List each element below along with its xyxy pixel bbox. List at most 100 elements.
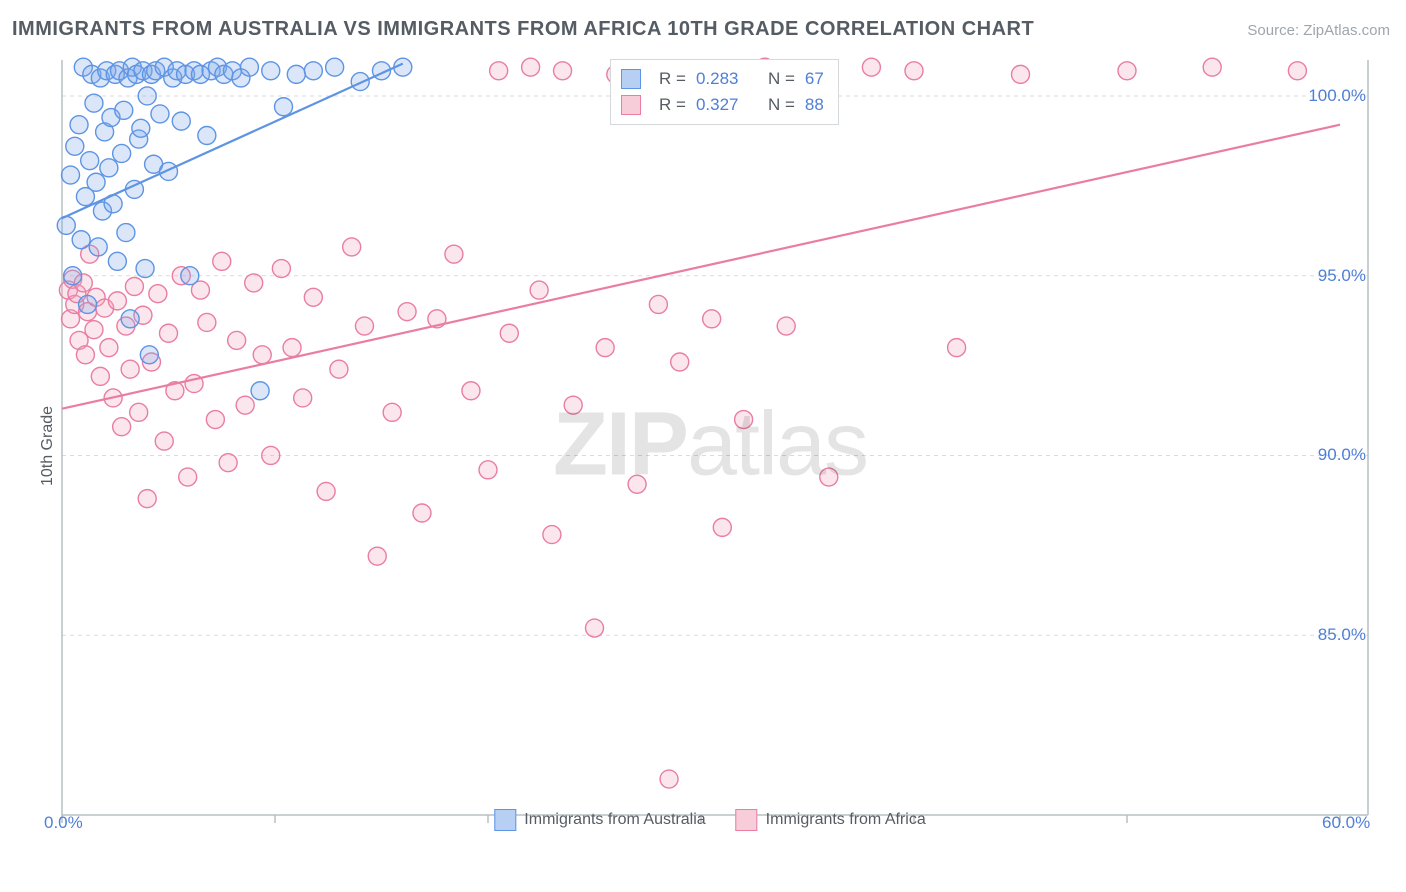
data-point xyxy=(213,252,231,270)
data-point xyxy=(304,288,322,306)
data-point xyxy=(1118,62,1136,80)
swatch-icon xyxy=(621,69,641,89)
source-attribution: Source: ZipAtlas.com xyxy=(1247,22,1390,39)
chart-title: IMMIGRANTS FROM AUSTRALIA VS IMMIGRANTS … xyxy=(12,18,1034,41)
data-point xyxy=(85,94,103,112)
data-point xyxy=(136,260,154,278)
data-point xyxy=(219,454,237,472)
stats-n-label: N = xyxy=(768,69,795,89)
data-point xyxy=(108,252,126,270)
data-point xyxy=(179,468,197,486)
stats-r-label: R = xyxy=(659,95,686,115)
data-point xyxy=(130,403,148,421)
data-point xyxy=(596,339,614,357)
stats-r-label: R = xyxy=(659,69,686,89)
data-point xyxy=(117,224,135,242)
data-point xyxy=(172,112,190,130)
data-point xyxy=(115,101,133,119)
trendline-australia xyxy=(62,64,403,219)
data-point xyxy=(89,238,107,256)
data-point xyxy=(140,346,158,364)
data-point xyxy=(564,396,582,414)
data-point xyxy=(490,62,508,80)
source-label: Source: xyxy=(1247,22,1299,39)
swatch-icon xyxy=(621,95,641,115)
legend-label: Immigrants from Africa xyxy=(766,811,926,828)
data-point xyxy=(351,73,369,91)
data-point xyxy=(304,62,322,80)
data-point xyxy=(198,313,216,331)
y-tick-label: 95.0% xyxy=(1318,266,1366,286)
data-point xyxy=(735,411,753,429)
data-point xyxy=(330,360,348,378)
data-point xyxy=(862,58,880,76)
data-point xyxy=(777,317,795,335)
data-point xyxy=(820,468,838,486)
data-point xyxy=(1012,65,1030,83)
data-point xyxy=(275,98,293,116)
data-point xyxy=(554,62,572,80)
data-point xyxy=(272,260,290,278)
stats-n-label: N = xyxy=(768,95,795,115)
legend-label: Immigrants from Australia xyxy=(524,811,705,828)
x-tick-label: 0.0% xyxy=(44,813,83,833)
series-africa xyxy=(59,58,1306,788)
data-point xyxy=(91,367,109,385)
data-point xyxy=(72,231,90,249)
data-point xyxy=(76,346,94,364)
data-point xyxy=(343,238,361,256)
legend-item-australia: Immigrants from Australia xyxy=(494,809,705,831)
data-point xyxy=(138,490,156,508)
legend-item-africa: Immigrants from Africa xyxy=(736,809,926,831)
data-point xyxy=(398,303,416,321)
data-point xyxy=(1203,58,1221,76)
data-point xyxy=(462,382,480,400)
data-point xyxy=(368,547,386,565)
stats-legend-box: R = 0.283 N = 67R = 0.327 N = 88 xyxy=(610,59,839,125)
data-point xyxy=(287,65,305,83)
data-point xyxy=(649,295,667,313)
data-point xyxy=(628,475,646,493)
chart-container: IMMIGRANTS FROM AUSTRALIA VS IMMIGRANTS … xyxy=(0,0,1406,892)
data-point xyxy=(66,137,84,155)
data-point xyxy=(413,504,431,522)
data-point xyxy=(206,411,224,429)
data-point xyxy=(100,339,118,357)
data-point xyxy=(660,770,678,788)
data-point xyxy=(326,58,344,76)
source-link[interactable]: ZipAtlas.com xyxy=(1303,22,1390,39)
data-point xyxy=(85,321,103,339)
y-tick-label: 90.0% xyxy=(1318,445,1366,465)
data-point xyxy=(543,526,561,544)
data-point xyxy=(198,127,216,145)
stats-n-value: 88 xyxy=(805,95,824,115)
data-point xyxy=(100,159,118,177)
data-point xyxy=(138,87,156,105)
data-point xyxy=(713,518,731,536)
stats-n-value: 67 xyxy=(805,69,824,89)
data-point xyxy=(113,418,131,436)
data-point xyxy=(294,389,312,407)
data-point xyxy=(586,619,604,637)
data-point xyxy=(317,482,335,500)
data-point xyxy=(245,274,263,292)
data-point xyxy=(383,403,401,421)
data-point xyxy=(132,119,150,137)
data-point xyxy=(479,461,497,479)
data-point xyxy=(64,267,82,285)
plot-svg xyxy=(50,55,1370,835)
data-point xyxy=(79,295,97,313)
data-point xyxy=(253,346,271,364)
data-point xyxy=(228,331,246,349)
plot-area: ZIPatlas R = 0.283 N = 67R = 0.327 N = 8… xyxy=(50,55,1370,835)
data-point xyxy=(113,144,131,162)
data-point xyxy=(87,173,105,191)
data-point xyxy=(905,62,923,80)
data-point xyxy=(81,152,99,170)
data-point xyxy=(1288,62,1306,80)
data-point xyxy=(283,339,301,357)
y-tick-label: 100.0% xyxy=(1308,86,1366,106)
stats-row-africa: R = 0.327 N = 88 xyxy=(621,92,824,118)
data-point xyxy=(500,324,518,342)
data-point xyxy=(236,396,254,414)
